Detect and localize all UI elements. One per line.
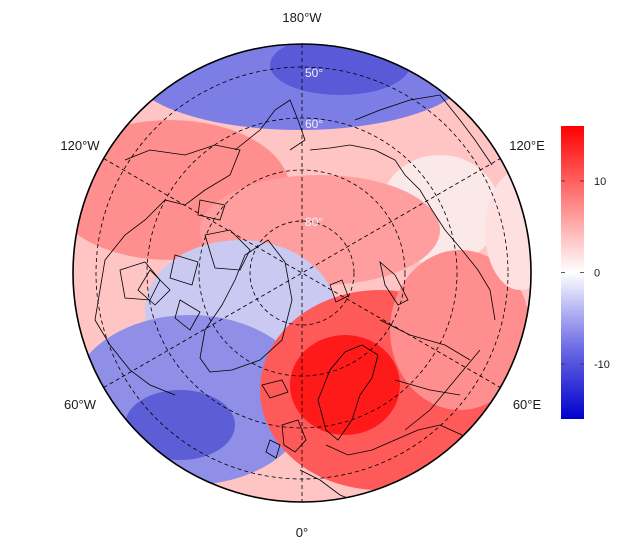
colorbar-ramp [561,126,584,419]
canadian-archipelago [137,199,251,331]
coastlines [94,94,496,502]
colorbar-tick-label: 10 [594,176,606,188]
lat-label-80: 80° [305,215,323,229]
hudson-bay [119,261,161,301]
greenland-outline [199,239,293,373]
lon-label-top: 180°W [282,10,322,25]
lat-label-60: 60° [305,117,323,131]
iceland [261,379,289,399]
anomaly-field [73,44,531,502]
scandinavia [317,344,379,441]
lon-label-lower-right: 60°E [513,397,542,412]
asia-interior-borders [379,319,481,431]
svalbard [329,279,349,303]
field-asia-red [390,250,530,410]
meridian-60 [103,158,501,388]
lat-label-50: 50° [305,66,323,80]
colorbar-ticks: 10 0 -10 [561,176,610,371]
field-atlantic-blue-core [125,390,235,460]
siberia-coast [309,144,496,321]
lon-label-bottom: 0° [296,525,308,540]
alaska-coast [234,99,306,151]
east-siberia [354,94,493,166]
lon-label-lower-left: 60°W [64,397,97,412]
field-east-white [485,170,531,290]
meridian-120 [103,158,501,388]
field-scandinavia-red-core [290,335,400,435]
lon-label-upper-left: 120°W [60,138,100,153]
north-america-coast [94,144,241,396]
colorbar: 10 0 -10 [561,126,610,419]
map-border [72,43,532,503]
colorbar-tick-label: -10 [594,359,610,371]
colorbar-tick-label: 0 [594,268,600,280]
latitude-circle-80 [249,220,355,326]
novaya-zemlya [379,260,409,306]
british-isles [265,419,307,459]
lon-label-upper-right: 120°E [509,138,545,153]
graticule [95,44,509,502]
